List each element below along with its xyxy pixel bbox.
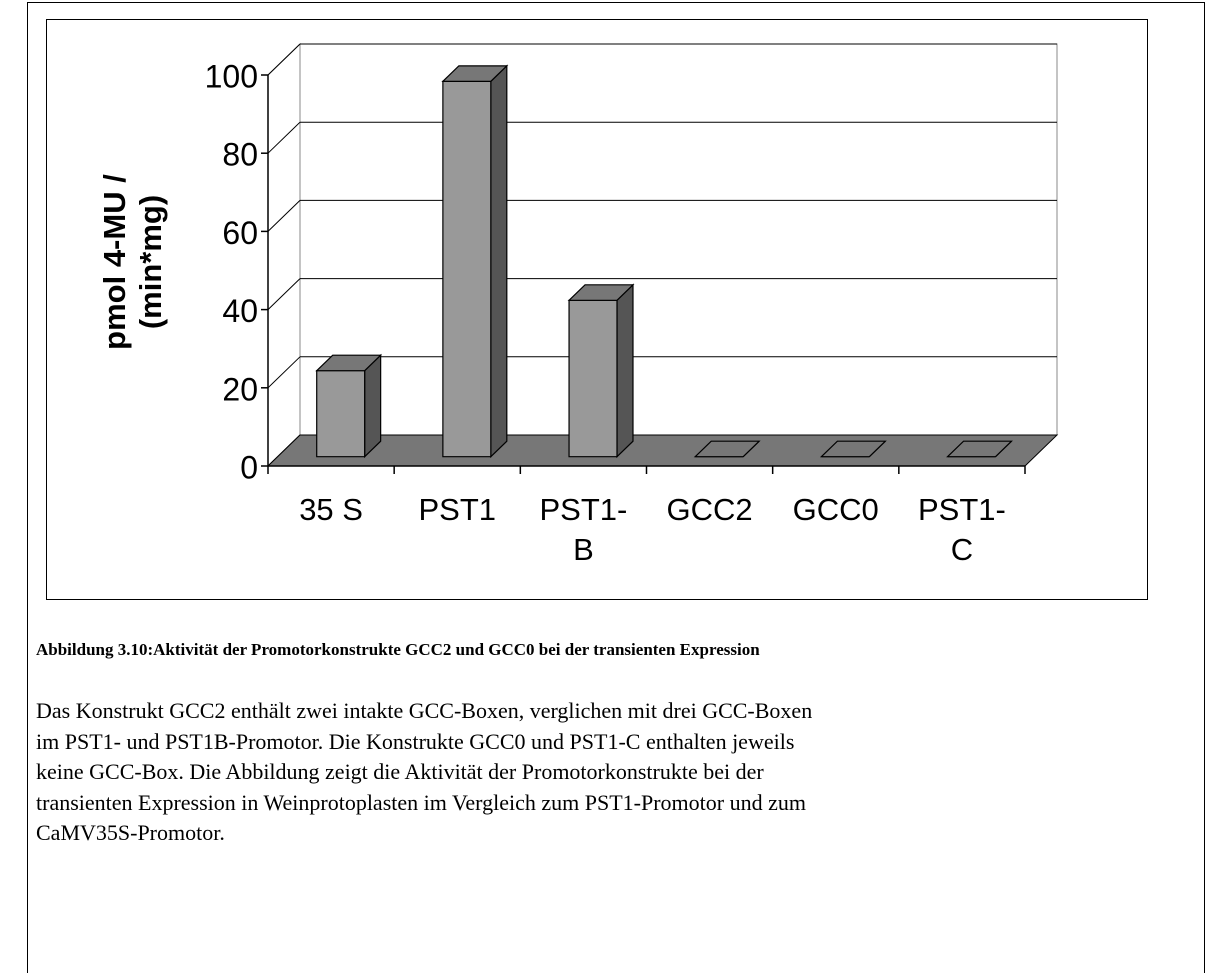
x-tick-label: 35 S — [299, 492, 363, 527]
bar-side — [490, 64, 508, 459]
bar-top — [693, 440, 761, 458]
chart-frame — [46, 19, 1148, 600]
grid-line — [267, 200, 301, 232]
bar — [567, 283, 635, 459]
x-tick-label: PST1-B — [539, 492, 628, 567]
x-tick-label: GCC2 — [666, 492, 753, 527]
y-tick-label: 40 — [222, 293, 258, 329]
y-tick-label: 0 — [240, 449, 258, 485]
bar-front — [568, 299, 618, 458]
y-tick-label: 100 — [205, 58, 258, 94]
y-tick-label: 60 — [222, 215, 258, 251]
grid-line — [267, 356, 301, 389]
floor — [266, 434, 1059, 467]
grid-line — [267, 278, 301, 310]
bar — [441, 64, 509, 459]
bar-front — [316, 370, 366, 458]
paragraph: Das Konstrukt GCC2 enthält zwei intakte … — [36, 698, 813, 846]
page-border — [27, 2, 1205, 973]
bar-top — [567, 284, 635, 301]
bar-side — [616, 283, 634, 459]
bar — [946, 440, 1013, 458]
bar-top — [946, 440, 1013, 458]
bar-front — [442, 80, 492, 458]
bar — [693, 440, 761, 458]
bar-top — [315, 354, 383, 372]
bar-side — [364, 353, 382, 459]
x-tick-label: PST1 — [418, 492, 497, 527]
grid-line — [267, 121, 301, 154]
y-axis-label: pmol 4-MU / (min*mg) — [97, 174, 168, 350]
left-wall — [267, 42, 301, 468]
y-tick-label: 80 — [222, 137, 258, 173]
bar — [819, 440, 887, 458]
bar-top — [819, 440, 887, 458]
x-tick-label: GCC0 — [792, 492, 879, 527]
figure-caption: Abbildung 3.10:Aktivität der Promotorkon… — [36, 640, 760, 659]
x-tick-label: PST1-C — [917, 492, 1006, 567]
grid-line — [267, 43, 301, 76]
bar-top — [441, 65, 509, 82]
back-wall — [299, 43, 1058, 436]
y-tick-label: 20 — [222, 371, 258, 407]
bar — [315, 353, 383, 459]
